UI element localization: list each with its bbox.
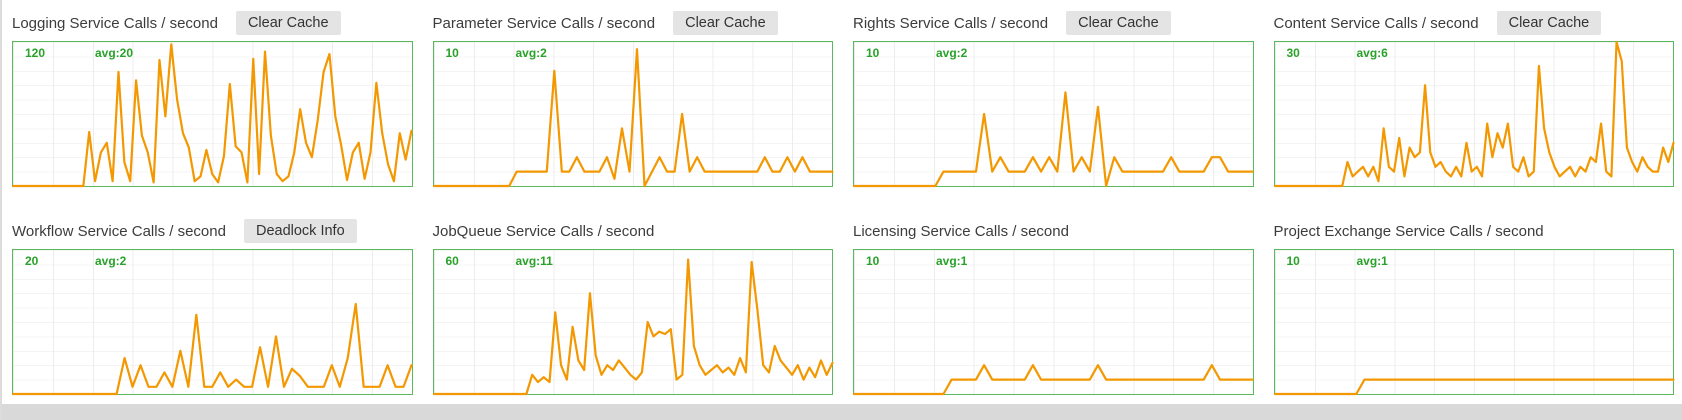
chart-header: Project Exchange Service Calls / second bbox=[1274, 217, 1675, 245]
series-line bbox=[434, 260, 833, 394]
chart-plot-area: 60 avg:11 bbox=[433, 249, 834, 395]
avg-label: avg:20 bbox=[95, 46, 134, 60]
line-chart-svg bbox=[1275, 250, 1674, 394]
series-line bbox=[854, 92, 1253, 186]
line-chart-svg bbox=[434, 42, 833, 186]
y-max-label: 120 bbox=[25, 46, 46, 60]
series-line bbox=[434, 49, 833, 186]
line-chart-svg bbox=[854, 250, 1253, 394]
line-chart-svg bbox=[434, 250, 833, 394]
charts-grid: Logging Service Calls / second Clear Cac… bbox=[2, 0, 1682, 395]
chart-header: Workflow Service Calls / second Deadlock… bbox=[12, 217, 413, 245]
avg-label: avg:2 bbox=[95, 254, 127, 268]
chart-title: Content Service Calls / second bbox=[1273, 14, 1479, 32]
y-max-label: 10 bbox=[445, 46, 459, 60]
chart-card: Logging Service Calls / second Clear Cac… bbox=[12, 9, 413, 187]
chart-card: Project Exchange Service Calls / second … bbox=[1274, 217, 1675, 395]
chart-header: Licensing Service Calls / second bbox=[853, 217, 1254, 245]
chart-plot-area: 20 avg:2 bbox=[12, 249, 413, 395]
chart-plot-area: 10 avg:2 bbox=[433, 41, 834, 187]
avg-label: avg:2 bbox=[936, 46, 968, 60]
y-max-label: 20 bbox=[25, 254, 39, 268]
chart-card: JobQueue Service Calls / second 60 avg:1… bbox=[433, 217, 834, 395]
line-chart-svg bbox=[854, 42, 1253, 186]
chart-plot-area: 10 avg:1 bbox=[853, 249, 1254, 395]
chart-card: Content Service Calls / second Clear Cac… bbox=[1274, 9, 1675, 187]
chart-header: JobQueue Service Calls / second bbox=[433, 217, 834, 245]
chart-title: Licensing Service Calls / second bbox=[853, 222, 1069, 240]
chart-plot-area: 10 avg:2 bbox=[853, 41, 1254, 187]
series-line bbox=[1275, 380, 1674, 394]
series-line bbox=[1275, 42, 1674, 186]
chart-action-button[interactable]: Deadlock Info bbox=[243, 219, 357, 243]
chart-title: Rights Service Calls / second bbox=[853, 14, 1049, 32]
horizontal-scrollbar-track[interactable] bbox=[2, 404, 1682, 420]
chart-header: Parameter Service Calls / second Clear C… bbox=[433, 9, 834, 37]
chart-header: Logging Service Calls / second Clear Cac… bbox=[12, 9, 413, 37]
y-max-label: 60 bbox=[445, 254, 459, 268]
y-max-label: 10 bbox=[1286, 254, 1300, 268]
chart-action-button[interactable]: Clear Cache bbox=[673, 11, 778, 35]
avg-label: avg:6 bbox=[1356, 46, 1388, 60]
y-max-label: 10 bbox=[866, 46, 880, 60]
chart-card: Workflow Service Calls / second Deadlock… bbox=[12, 217, 413, 395]
avg-label: avg:1 bbox=[1356, 254, 1388, 268]
chart-header: Rights Service Calls / second Clear Cach… bbox=[853, 9, 1254, 37]
series-line bbox=[854, 365, 1253, 394]
chart-header: Content Service Calls / second Clear Cac… bbox=[1274, 9, 1675, 37]
chart-action-button[interactable]: Clear Cache bbox=[235, 11, 341, 35]
chart-card: Parameter Service Calls / second Clear C… bbox=[433, 9, 834, 187]
chart-title: Logging Service Calls / second bbox=[12, 14, 218, 32]
y-max-label: 10 bbox=[866, 254, 880, 268]
avg-label: avg:2 bbox=[515, 46, 547, 60]
y-max-label: 30 bbox=[1286, 46, 1300, 60]
chart-title: Workflow Service Calls / second bbox=[12, 222, 226, 240]
chart-title: Project Exchange Service Calls / second bbox=[1273, 222, 1544, 240]
avg-label: avg:1 bbox=[936, 254, 968, 268]
line-chart-svg bbox=[13, 250, 412, 394]
chart-action-button[interactable]: Clear Cache bbox=[1496, 11, 1602, 35]
chart-action-button[interactable]: Clear Cache bbox=[1066, 11, 1171, 35]
chart-card: Rights Service Calls / second Clear Cach… bbox=[853, 9, 1254, 187]
line-chart-svg bbox=[13, 42, 412, 186]
avg-label: avg:11 bbox=[515, 254, 553, 268]
chart-title: Parameter Service Calls / second bbox=[432, 14, 656, 32]
chart-plot-area: 30 avg:6 bbox=[1274, 41, 1675, 187]
series-line bbox=[13, 304, 412, 394]
line-chart-svg bbox=[1275, 42, 1674, 186]
series-line bbox=[13, 44, 412, 186]
chart-plot-area: 10 avg:1 bbox=[1274, 249, 1675, 395]
chart-plot-area: 120 avg:20 bbox=[12, 41, 413, 187]
chart-card: Licensing Service Calls / second 10 avg:… bbox=[853, 217, 1254, 395]
chart-title: JobQueue Service Calls / second bbox=[432, 222, 655, 240]
